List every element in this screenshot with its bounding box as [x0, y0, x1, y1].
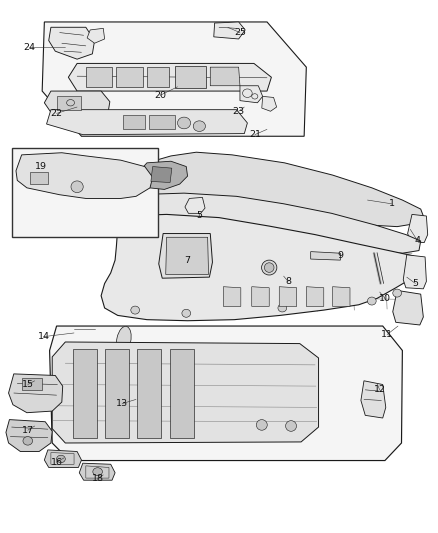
Ellipse shape [182, 309, 191, 317]
Polygon shape [175, 66, 206, 88]
Text: 10: 10 [379, 294, 391, 303]
Polygon shape [149, 115, 175, 130]
Text: 24: 24 [23, 43, 35, 52]
Polygon shape [21, 378, 42, 390]
Text: 21: 21 [249, 130, 261, 139]
Polygon shape [49, 27, 95, 59]
Polygon shape [57, 96, 81, 110]
Ellipse shape [131, 306, 140, 314]
Polygon shape [120, 193, 421, 253]
Polygon shape [147, 67, 169, 87]
Polygon shape [151, 166, 172, 182]
Text: 16: 16 [50, 458, 63, 466]
Ellipse shape [71, 181, 83, 192]
Ellipse shape [275, 387, 301, 398]
Polygon shape [43, 154, 68, 169]
Ellipse shape [261, 260, 277, 275]
Polygon shape [86, 67, 112, 87]
Polygon shape [42, 22, 306, 136]
Ellipse shape [177, 117, 191, 129]
Polygon shape [68, 63, 272, 91]
Polygon shape [73, 349, 97, 438]
Ellipse shape [278, 304, 287, 312]
Ellipse shape [117, 326, 131, 353]
Polygon shape [279, 287, 297, 306]
Polygon shape [30, 172, 48, 184]
Polygon shape [52, 342, 318, 443]
Text: 5: 5 [413, 279, 418, 288]
Polygon shape [214, 22, 245, 39]
Ellipse shape [224, 368, 248, 379]
Text: 25: 25 [234, 28, 246, 37]
Polygon shape [137, 152, 424, 227]
Polygon shape [101, 214, 416, 321]
Text: 5: 5 [196, 212, 202, 221]
Text: 1: 1 [389, 199, 395, 208]
Polygon shape [117, 67, 143, 87]
Ellipse shape [367, 297, 376, 305]
Polygon shape [166, 237, 208, 274]
Text: 11: 11 [381, 330, 393, 339]
Polygon shape [44, 91, 110, 119]
Text: 22: 22 [50, 109, 63, 118]
Polygon shape [46, 110, 247, 135]
Text: 23: 23 [233, 107, 245, 116]
Polygon shape [210, 67, 240, 86]
Polygon shape [12, 149, 158, 237]
Polygon shape [223, 287, 241, 306]
Polygon shape [403, 255, 426, 289]
Text: 4: 4 [415, 237, 420, 246]
Polygon shape [185, 197, 205, 213]
Polygon shape [311, 252, 340, 260]
Text: 14: 14 [38, 332, 49, 341]
Polygon shape [105, 349, 129, 438]
Text: 9: 9 [337, 252, 343, 260]
Polygon shape [44, 450, 81, 467]
Polygon shape [170, 349, 194, 438]
Ellipse shape [393, 289, 402, 297]
Polygon shape [9, 374, 63, 413]
Polygon shape [16, 153, 152, 198]
Text: 20: 20 [154, 91, 166, 100]
Polygon shape [239, 358, 265, 367]
Polygon shape [361, 381, 386, 418]
Ellipse shape [193, 121, 205, 132]
Polygon shape [408, 214, 427, 243]
Polygon shape [49, 326, 403, 461]
Text: 18: 18 [92, 474, 104, 482]
Ellipse shape [23, 437, 32, 445]
Text: 12: 12 [374, 385, 386, 394]
Polygon shape [123, 115, 145, 130]
Polygon shape [137, 349, 161, 438]
Text: 13: 13 [116, 399, 128, 408]
Ellipse shape [265, 263, 274, 272]
Polygon shape [240, 86, 263, 103]
Text: 15: 15 [22, 380, 34, 389]
Ellipse shape [256, 419, 267, 430]
Polygon shape [79, 463, 115, 480]
Polygon shape [252, 287, 269, 306]
Polygon shape [306, 287, 324, 306]
Ellipse shape [286, 421, 297, 431]
Polygon shape [393, 290, 424, 325]
Polygon shape [139, 161, 187, 189]
Text: 19: 19 [35, 162, 47, 171]
Polygon shape [262, 96, 277, 111]
Polygon shape [87, 28, 105, 43]
Polygon shape [159, 233, 212, 278]
Text: 7: 7 [184, 256, 191, 264]
Polygon shape [6, 419, 52, 451]
Ellipse shape [57, 455, 65, 463]
Polygon shape [332, 287, 350, 306]
Text: 17: 17 [22, 426, 34, 435]
Text: 8: 8 [285, 277, 291, 286]
Ellipse shape [93, 468, 102, 475]
